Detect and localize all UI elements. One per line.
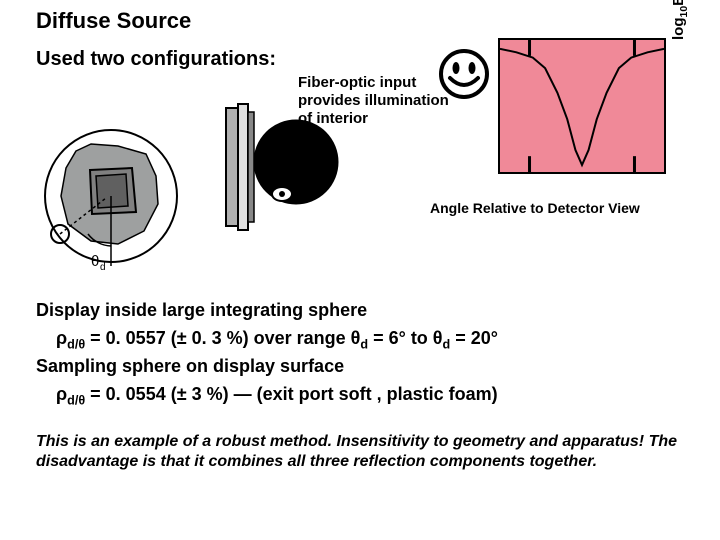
body-line: Sampling sphere on display surface xyxy=(36,356,344,377)
integrating-sphere-diagram: θ d xyxy=(36,126,186,276)
body-line: ρd/θ = 0. 0557 (± 0. 3 %) over range θd … xyxy=(56,328,498,352)
brdf-chart-svg xyxy=(500,40,664,172)
page-title: Diffuse Source xyxy=(36,8,191,34)
italic-note: This is an example of a robust method. I… xyxy=(36,432,684,472)
body-line: ρd/θ = 0. 0554 (± 3 %) — (exit port soft… xyxy=(56,384,498,408)
brdf-chart xyxy=(498,38,666,174)
svg-text:d: d xyxy=(100,262,106,273)
smiley-icon xyxy=(438,48,490,100)
svg-text:θ: θ xyxy=(91,253,99,270)
subtitle: Used two configurations: xyxy=(36,48,276,71)
display-sphere-diagram xyxy=(224,102,344,232)
body-line: Display inside large integrating sphere xyxy=(36,300,367,321)
chart-caption: Angle Relative to Detector View xyxy=(430,200,640,216)
chart-ylabel: log10BRDF xyxy=(670,0,690,40)
